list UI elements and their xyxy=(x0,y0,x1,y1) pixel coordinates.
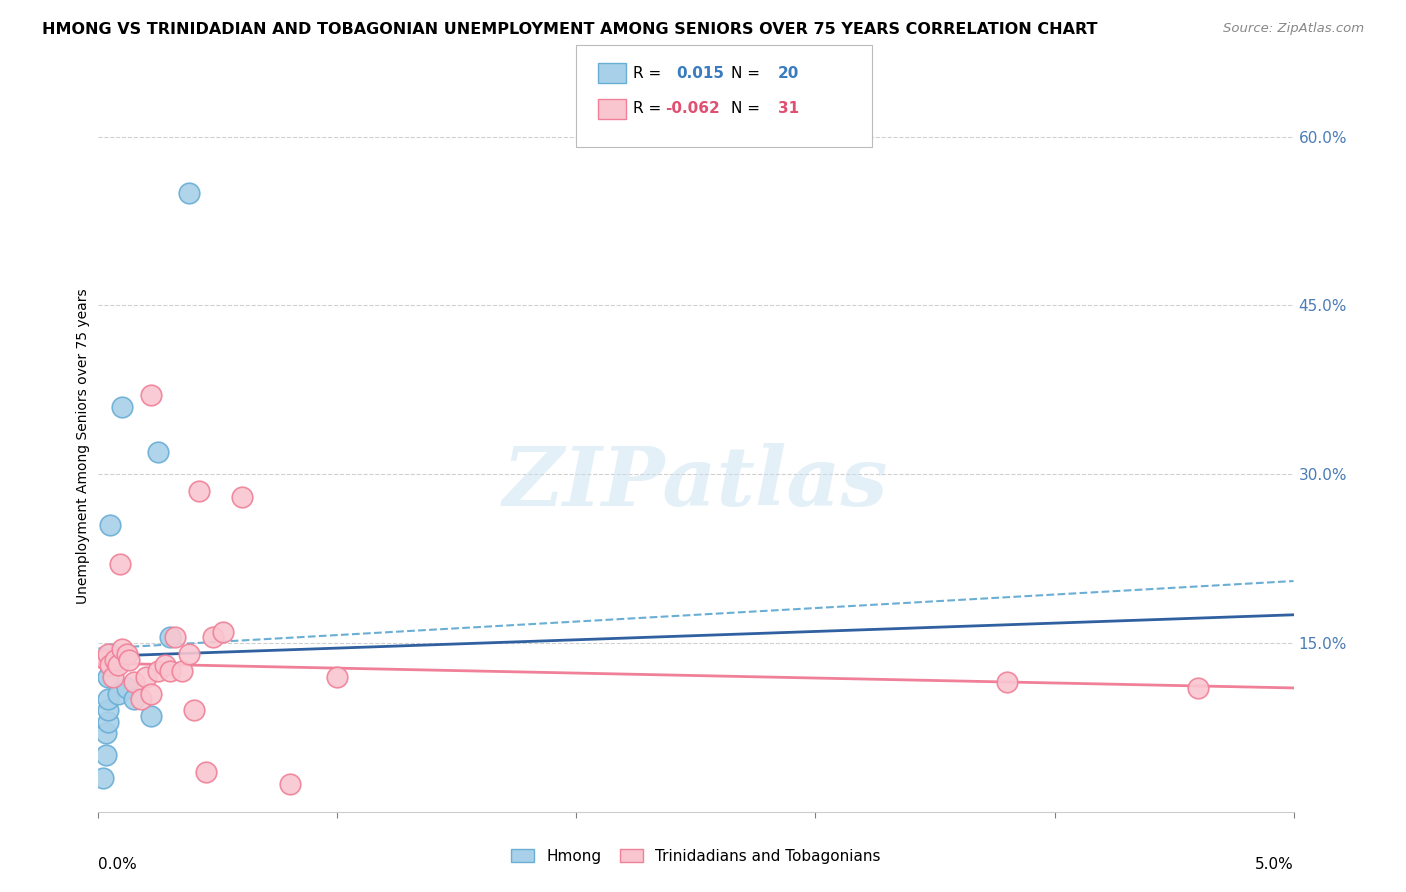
Point xyxy=(115,681,138,695)
Point xyxy=(107,687,129,701)
Point xyxy=(98,647,122,661)
Point xyxy=(131,692,153,706)
Legend: Hmong, Trinidadians and Tobagonians: Hmong, Trinidadians and Tobagonians xyxy=(505,843,887,870)
Point xyxy=(155,658,177,673)
Text: N =: N = xyxy=(731,102,761,116)
Point xyxy=(94,748,117,763)
Point xyxy=(97,714,120,729)
Point xyxy=(187,483,209,498)
Point xyxy=(91,771,114,785)
Point xyxy=(97,670,120,684)
Point xyxy=(139,709,162,723)
Point xyxy=(94,653,117,667)
Text: 5.0%: 5.0% xyxy=(1254,856,1294,871)
Text: Source: ZipAtlas.com: Source: ZipAtlas.com xyxy=(1223,22,1364,36)
Point xyxy=(118,653,141,667)
Point xyxy=(195,765,218,780)
Point xyxy=(124,675,146,690)
Point xyxy=(97,647,120,661)
Text: 0.0%: 0.0% xyxy=(98,856,138,871)
Point xyxy=(231,490,253,504)
Point xyxy=(159,664,181,678)
Text: ZIPatlas: ZIPatlas xyxy=(503,442,889,523)
Point xyxy=(98,658,122,673)
Text: R =: R = xyxy=(633,102,661,116)
Point xyxy=(101,670,124,684)
Point xyxy=(179,186,201,200)
Text: 31: 31 xyxy=(778,102,799,116)
Point xyxy=(115,647,138,661)
Point xyxy=(1187,681,1209,695)
Point xyxy=(104,653,127,667)
Point xyxy=(98,653,122,667)
Point xyxy=(107,658,129,673)
Point xyxy=(211,624,233,639)
Text: 20: 20 xyxy=(778,66,799,80)
Point xyxy=(101,653,124,667)
Point xyxy=(148,664,170,678)
Point xyxy=(202,630,225,644)
Point xyxy=(97,703,120,717)
Point xyxy=(97,692,120,706)
Point xyxy=(98,658,122,673)
Point xyxy=(94,726,117,740)
Point xyxy=(139,687,162,701)
Point xyxy=(163,630,186,644)
Point xyxy=(124,692,146,706)
Point xyxy=(111,400,134,414)
Point xyxy=(135,670,157,684)
Text: N =: N = xyxy=(731,66,761,80)
Y-axis label: Unemployment Among Seniors over 75 years: Unemployment Among Seniors over 75 years xyxy=(76,288,90,604)
Text: R =: R = xyxy=(633,66,661,80)
Point xyxy=(172,664,194,678)
Point xyxy=(278,776,301,790)
Text: 0.015: 0.015 xyxy=(676,66,724,80)
Point xyxy=(98,517,122,532)
Text: -0.062: -0.062 xyxy=(665,102,720,116)
Point xyxy=(159,630,181,644)
Point xyxy=(183,703,205,717)
Point xyxy=(111,641,134,656)
Point xyxy=(148,444,170,458)
Text: HMONG VS TRINIDADIAN AND TOBAGONIAN UNEMPLOYMENT AMONG SENIORS OVER 75 YEARS COR: HMONG VS TRINIDADIAN AND TOBAGONIAN UNEM… xyxy=(42,22,1098,37)
Point xyxy=(179,647,201,661)
Point xyxy=(995,675,1018,690)
Point xyxy=(326,670,349,684)
Point xyxy=(139,388,162,402)
Point xyxy=(108,557,131,571)
